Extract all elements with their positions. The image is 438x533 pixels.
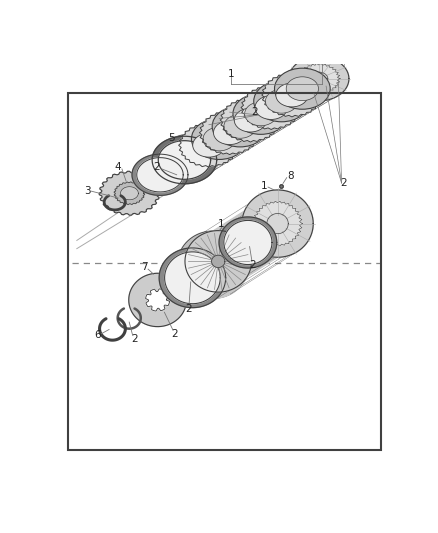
- Polygon shape: [152, 136, 217, 184]
- Polygon shape: [199, 111, 260, 155]
- Text: 2: 2: [186, 304, 192, 313]
- Text: 8: 8: [287, 171, 293, 181]
- Ellipse shape: [193, 133, 225, 157]
- Polygon shape: [224, 221, 272, 264]
- Polygon shape: [120, 187, 138, 200]
- Polygon shape: [220, 98, 281, 142]
- Ellipse shape: [275, 68, 330, 109]
- Polygon shape: [297, 63, 340, 94]
- Polygon shape: [145, 289, 170, 311]
- Text: 5: 5: [169, 133, 175, 143]
- Ellipse shape: [286, 77, 318, 101]
- Text: 7: 7: [141, 262, 147, 272]
- Bar: [68, 93, 381, 450]
- Polygon shape: [132, 154, 188, 196]
- Polygon shape: [158, 141, 211, 179]
- Polygon shape: [114, 182, 145, 205]
- Polygon shape: [99, 171, 159, 215]
- Polygon shape: [177, 231, 249, 298]
- Ellipse shape: [276, 83, 308, 107]
- Ellipse shape: [224, 115, 256, 138]
- Polygon shape: [165, 252, 220, 304]
- Text: 2: 2: [340, 178, 346, 188]
- Text: 2: 2: [131, 334, 138, 344]
- Text: 6: 6: [94, 330, 100, 340]
- Text: 1: 1: [228, 69, 235, 79]
- Ellipse shape: [254, 80, 309, 122]
- Ellipse shape: [203, 127, 235, 151]
- Ellipse shape: [255, 95, 287, 119]
- Ellipse shape: [245, 102, 277, 126]
- Text: 2: 2: [252, 107, 258, 117]
- Polygon shape: [253, 201, 302, 246]
- Polygon shape: [212, 255, 225, 268]
- Polygon shape: [137, 158, 183, 192]
- Text: 2: 2: [171, 329, 178, 338]
- Polygon shape: [213, 190, 313, 298]
- Ellipse shape: [265, 90, 298, 113]
- Polygon shape: [219, 217, 277, 268]
- Ellipse shape: [212, 106, 268, 147]
- Polygon shape: [129, 273, 187, 327]
- Polygon shape: [241, 86, 301, 130]
- Text: 2: 2: [250, 260, 256, 270]
- Ellipse shape: [191, 118, 247, 159]
- Text: 2: 2: [153, 163, 160, 172]
- Polygon shape: [191, 56, 349, 179]
- Text: 1: 1: [261, 181, 267, 191]
- Polygon shape: [267, 214, 288, 233]
- Polygon shape: [242, 190, 313, 257]
- Text: 1: 1: [218, 220, 225, 229]
- Polygon shape: [289, 56, 349, 101]
- Polygon shape: [262, 73, 322, 117]
- Polygon shape: [185, 231, 251, 292]
- Ellipse shape: [233, 93, 289, 134]
- Text: 4: 4: [114, 163, 121, 172]
- Ellipse shape: [234, 108, 267, 132]
- Text: 3: 3: [84, 186, 90, 196]
- Polygon shape: [310, 72, 328, 85]
- Ellipse shape: [213, 121, 246, 144]
- Polygon shape: [179, 123, 239, 167]
- Polygon shape: [159, 248, 226, 308]
- Polygon shape: [160, 134, 221, 179]
